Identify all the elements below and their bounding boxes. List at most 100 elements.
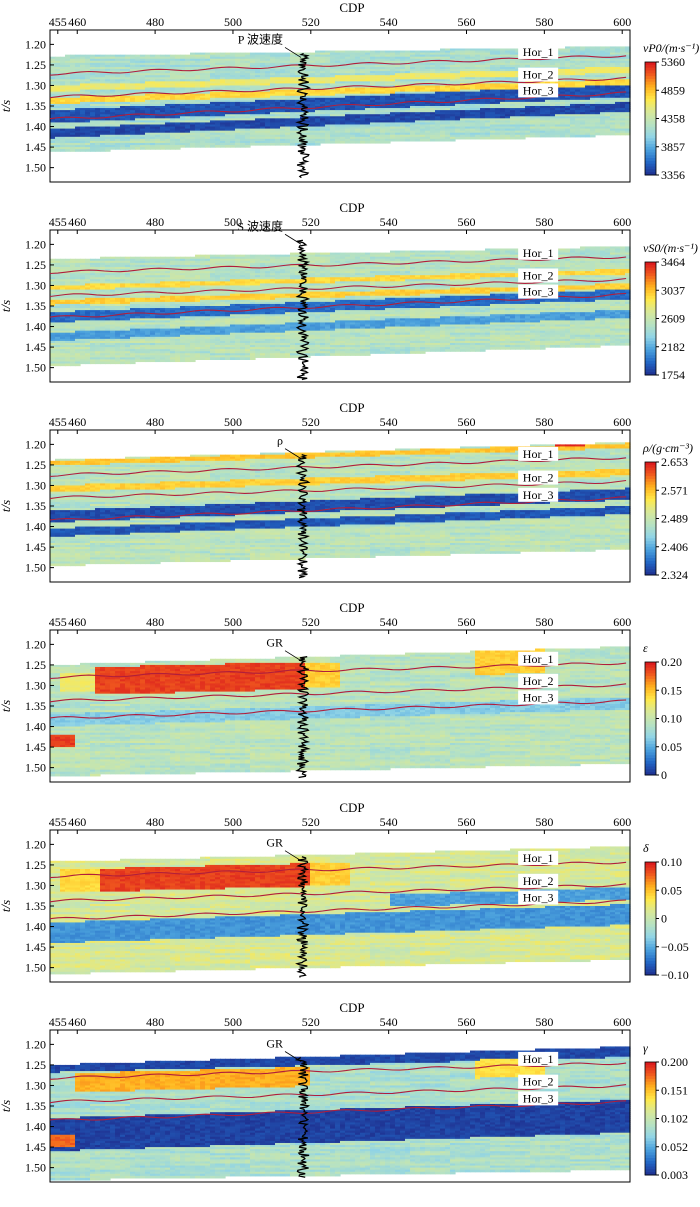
section-cell bbox=[235, 52, 241, 56]
section-cell bbox=[200, 97, 206, 101]
section-cell bbox=[515, 106, 521, 109]
section-cell bbox=[410, 50, 416, 54]
section-cell bbox=[170, 108, 176, 111]
section-cell bbox=[470, 85, 476, 89]
section-cell bbox=[60, 136, 66, 140]
section-cell bbox=[250, 118, 256, 121]
section-cell bbox=[260, 91, 266, 95]
section-cell bbox=[350, 132, 356, 136]
section-cell bbox=[210, 52, 216, 56]
section-cell bbox=[70, 136, 76, 140]
section-cell bbox=[555, 110, 561, 113]
section-cell bbox=[435, 97, 441, 101]
section-cell bbox=[460, 85, 466, 89]
section-cell bbox=[505, 124, 511, 128]
section-cell bbox=[135, 106, 141, 109]
section-cell bbox=[380, 89, 386, 93]
section-cell bbox=[180, 134, 186, 138]
section-cell bbox=[240, 108, 246, 111]
section-cell bbox=[290, 64, 296, 68]
section-cell bbox=[215, 93, 221, 97]
section-cell bbox=[185, 54, 191, 58]
section-cell bbox=[395, 110, 401, 113]
section-cell bbox=[460, 97, 466, 101]
section-cell bbox=[125, 108, 131, 111]
section-cell bbox=[220, 71, 226, 74]
section-cell bbox=[485, 106, 491, 109]
section-cell bbox=[405, 103, 411, 107]
section-cell bbox=[345, 91, 351, 95]
section-cell bbox=[280, 142, 286, 146]
section-cell bbox=[155, 56, 161, 60]
section-cell bbox=[330, 83, 336, 87]
section-cell bbox=[225, 93, 231, 97]
section-cell bbox=[330, 124, 336, 128]
section-cell bbox=[310, 73, 316, 76]
section-cell bbox=[475, 64, 481, 68]
section-cell bbox=[300, 132, 306, 136]
section-cell bbox=[505, 52, 511, 56]
section-cell bbox=[430, 136, 436, 140]
section-cell bbox=[75, 132, 81, 136]
section-cell bbox=[460, 122, 466, 126]
section-cell bbox=[400, 101, 406, 105]
section-cell bbox=[365, 81, 371, 84]
section-cell bbox=[585, 89, 591, 93]
section-cell bbox=[300, 85, 306, 89]
section-cell bbox=[330, 136, 336, 140]
section-cell bbox=[365, 50, 371, 54]
section-cell bbox=[420, 89, 426, 93]
section-cell bbox=[250, 71, 256, 74]
section-cell bbox=[300, 112, 306, 115]
section-cell bbox=[165, 66, 171, 70]
section-cell bbox=[465, 134, 471, 138]
section-cell bbox=[360, 71, 366, 74]
section-cell bbox=[470, 81, 476, 84]
section-cell bbox=[245, 81, 251, 84]
section-cell bbox=[440, 48, 446, 52]
section-cell bbox=[325, 118, 331, 121]
section-cell bbox=[230, 108, 236, 111]
section-cell bbox=[75, 118, 81, 121]
section-cell bbox=[175, 103, 181, 107]
section-cell bbox=[510, 50, 516, 54]
section-cell bbox=[125, 134, 131, 138]
section-cell bbox=[270, 83, 276, 87]
section-cell bbox=[180, 106, 186, 109]
section-cell bbox=[50, 126, 56, 130]
section-cell bbox=[450, 73, 456, 76]
section-cell bbox=[65, 71, 71, 74]
section-cell bbox=[195, 73, 201, 76]
section-cell bbox=[340, 134, 346, 138]
section-cell bbox=[350, 93, 356, 97]
section-cell bbox=[505, 81, 511, 84]
section-cell bbox=[80, 118, 86, 121]
section-cell bbox=[320, 108, 326, 111]
section-cell bbox=[560, 50, 566, 54]
section-cell bbox=[370, 56, 376, 60]
section-cell bbox=[350, 124, 356, 128]
section-cell bbox=[115, 101, 121, 105]
section-cell bbox=[195, 106, 201, 109]
section-cell bbox=[330, 120, 336, 124]
section-cell bbox=[145, 128, 151, 132]
section-cell bbox=[180, 56, 186, 60]
section-cell bbox=[70, 89, 76, 93]
section-cell bbox=[85, 101, 91, 105]
section-cell bbox=[560, 116, 566, 119]
section-cell bbox=[420, 87, 426, 91]
section-cell bbox=[385, 69, 391, 72]
section-cell bbox=[600, 64, 606, 68]
section-cell bbox=[570, 46, 576, 50]
section-cell bbox=[455, 56, 461, 60]
section-cell bbox=[590, 132, 596, 136]
section-cell bbox=[315, 79, 321, 82]
section-cell bbox=[560, 128, 566, 132]
section-cell bbox=[65, 83, 71, 87]
section-cell bbox=[290, 99, 296, 103]
section-cell bbox=[325, 77, 331, 80]
section-cell bbox=[290, 97, 296, 101]
section-cell bbox=[555, 112, 561, 115]
section-cell bbox=[350, 120, 356, 124]
section-cell bbox=[210, 87, 216, 91]
